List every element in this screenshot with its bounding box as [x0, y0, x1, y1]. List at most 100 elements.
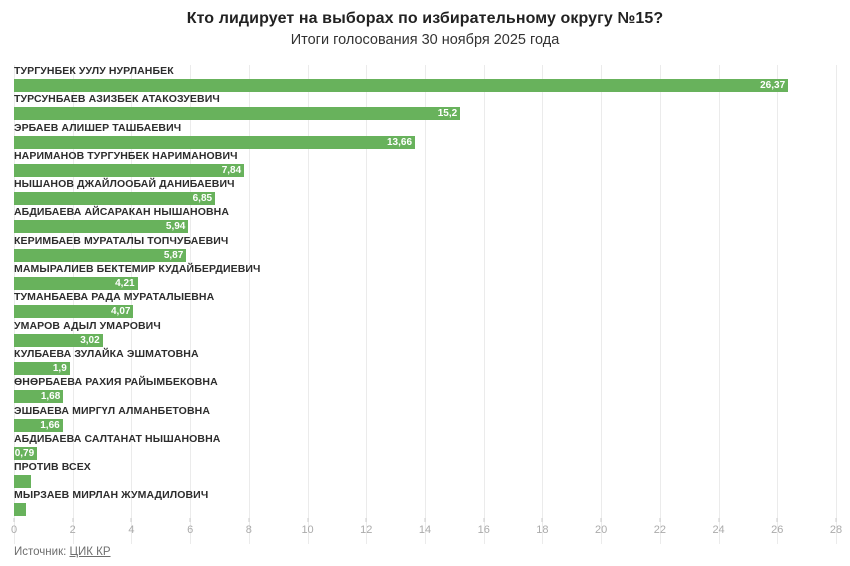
axis-tick-mark: [541, 517, 543, 522]
category-label: АБДИБАЕВА САЛТАНАТ НЫШАНОВНА: [14, 432, 221, 445]
x-axis: 0 2 4 6 8 10 12 14 16 18 20 22 24 26 28: [10, 517, 842, 544]
bar-track: 4,21: [14, 277, 836, 291]
axis-tick-label: 6: [187, 523, 194, 536]
bar-row: УМАРОВ АДЫЛ УМАРОВИЧ 3,02: [14, 320, 836, 348]
category-label: АБДИБАЕВА АЙСАРАКАН НЫШАНОВНА: [14, 206, 230, 219]
category-label: ТУМАНБАЕВА РАДА МУРАТАЛЫЕВНА: [14, 291, 215, 304]
bar-row: ТУРГУНБЕК УУЛУ НУРЛАНБЕК 26,37: [14, 65, 836, 93]
bar-track: 1,66: [14, 418, 836, 432]
category-label: МАМЫРАЛИЕВ БЕКТЕМИР КУДАЙБЕРДИЕВИЧ: [14, 263, 261, 276]
bar-value-label: 13,66: [386, 136, 413, 148]
bar: [14, 475, 31, 489]
axis-tick-label: 26: [771, 523, 784, 536]
category-label: МЫРЗАЕВ МИРЛАН ЖУМАДИЛОВИЧ: [14, 489, 209, 502]
axis-tick-mark: [189, 517, 191, 522]
bar-track: 26,37: [14, 79, 836, 92]
gridline: [248, 65, 250, 544]
bar-value-label: 3,02: [80, 334, 100, 346]
axis-tick-mark: [72, 517, 74, 522]
axis-tick-label: 2: [69, 523, 76, 536]
axis-tick-mark: [776, 517, 778, 522]
bar-value-label: 0,79: [14, 447, 35, 459]
bar-row: КЕРИМБАЕВ МУРАТАЛЫ ТОПЧУБАЕВИЧ 5,87: [14, 235, 836, 263]
bar: 15,2: [14, 107, 461, 121]
bar: [14, 503, 27, 517]
bar: 13,66: [14, 135, 416, 149]
axis-tick-mark: [483, 517, 485, 522]
category-label: ТУРГУНБЕК УУЛУ НУРЛАНБЕК: [14, 65, 174, 77]
bar: 0,79: [14, 446, 38, 460]
bar: 1,9: [14, 361, 70, 375]
bar-value-label: 15,2: [437, 108, 458, 120]
axis-tick-mark: [13, 517, 15, 522]
bar-track: [14, 503, 836, 517]
bar-value-label: 4,21: [115, 278, 135, 290]
bar-row: ЭРБАЕВ АЛИШЕР ТАШБАЕВИЧ 13,66: [14, 122, 836, 150]
bar-track: 15,2: [14, 107, 836, 121]
axis-tick-label: 0: [10, 523, 18, 536]
page-subtitle: Итоги голосования 30 ноября 2025 года: [290, 32, 560, 48]
category-label: КЕРИМБАЕВ МУРАТАЛЫ ТОПЧУБАЕВИЧ: [14, 234, 229, 247]
bar-row: ӨНӨРБАЕВА РАХИЯ РАЙЫМБЕКОВНА 1,68: [14, 376, 836, 404]
axis-tick-label: 20: [595, 523, 608, 536]
bar-value-label: 1,9: [52, 362, 67, 374]
category-label: ЭРБАЕВ АЛИШЕР ТАШБАЕВИЧ: [14, 121, 182, 134]
bar-row: ТУРСУНБАЕВ АЗИЗБЕК АТАКОЗУЕВИЧ 15,2: [14, 93, 836, 121]
gridline: [483, 65, 485, 544]
bar: 4,21: [14, 277, 138, 291]
axis-tick-label: 22: [653, 523, 666, 536]
bar-row: АБДИБАЕВА САЛТАНАТ НЫШАНОВНА 0,79: [14, 433, 836, 461]
axis-tick-mark: [835, 517, 837, 522]
axis-tick-label: 28: [829, 523, 843, 536]
axis-tick-mark: [307, 517, 309, 522]
bar-row: ПРОТИВ ВСЕХ: [14, 461, 836, 489]
category-label: КУЛБАЕВА ЗУЛАЙКА ЭШМАТОВНА: [14, 347, 199, 360]
category-label: ПРОТИВ ВСЕХ: [14, 461, 91, 474]
bar-value-label: 5,94: [165, 221, 186, 233]
bar: 3,02: [14, 333, 103, 347]
bar-track: 3,02: [14, 333, 836, 347]
gridline: [72, 65, 74, 544]
axis-tick-label: 14: [418, 523, 432, 536]
gridline: [425, 65, 426, 544]
bar-value-label: 6,85: [192, 193, 213, 205]
bar-track: 7,84: [14, 163, 836, 177]
bar-track: 5,87: [14, 248, 836, 262]
bar-track: 13,66: [14, 135, 836, 149]
gridline: [307, 65, 309, 544]
axis-tick-label: 10: [301, 523, 314, 536]
bar: 5,87: [14, 248, 187, 262]
gridline: [601, 65, 603, 544]
gridline: [131, 65, 133, 544]
axis-tick-mark: [248, 517, 250, 522]
axis-tick-mark: [130, 517, 132, 522]
gridline: [836, 65, 837, 544]
gridline: [190, 65, 192, 544]
category-label: ЭШБАЕВА МИРГҮЛ АЛМАНБЕТОВНА: [14, 404, 210, 417]
bar-row: НЫШАНОВ ДЖАЙЛООБАЙ ДАНИБАЕВИЧ 6,85: [14, 178, 836, 206]
axis-tick-label: 8: [245, 523, 252, 536]
bar-row: ТУМАНБАЕВА РАДА МУРАТАЛЫЕВНА 4,07: [14, 291, 836, 319]
bar: 1,68: [14, 390, 64, 404]
bar-row: АБДИБАЕВА АЙСАРАКАН НЫШАНОВНА 5,94: [14, 206, 836, 234]
bar-row: КУЛБАЕВА ЗУЛАЙКА ЭШМАТОВНА 1,9: [14, 348, 836, 376]
gridline: [542, 65, 544, 544]
bar-chart: ТУРГУНБЕК УУЛУ НУРЛАНБЕК 26,37 ТУРСУНБАЕВ …: [10, 65, 842, 544]
bar-track: 1,9: [14, 361, 836, 375]
bar-track: 1,68: [14, 390, 836, 404]
bar-row: ЭШБАЕВА МИРГҮЛ АЛМАНБЕТОВНА 1,66: [14, 405, 836, 433]
axis-tick-label: 16: [477, 523, 490, 536]
bar: 6,85: [14, 192, 216, 206]
source-note: Источник: ЦИК КР: [14, 546, 111, 558]
bar-value-label: 1,68: [40, 391, 61, 403]
gridline: [366, 65, 368, 544]
source-prefix: Источник:: [14, 546, 70, 558]
source-link[interactable]: ЦИК КР: [69, 546, 111, 558]
bar-value-label: 4,07: [111, 306, 131, 318]
axis-tick-mark: [659, 517, 661, 522]
category-label: УМАРОВ АДЫЛ УМАРОВИЧ: [14, 319, 161, 332]
axis-tick-label: 18: [536, 523, 549, 536]
bar-track: 0,79: [14, 446, 836, 460]
bar: 5,94: [14, 220, 189, 234]
axis-tick-mark: [718, 517, 720, 522]
